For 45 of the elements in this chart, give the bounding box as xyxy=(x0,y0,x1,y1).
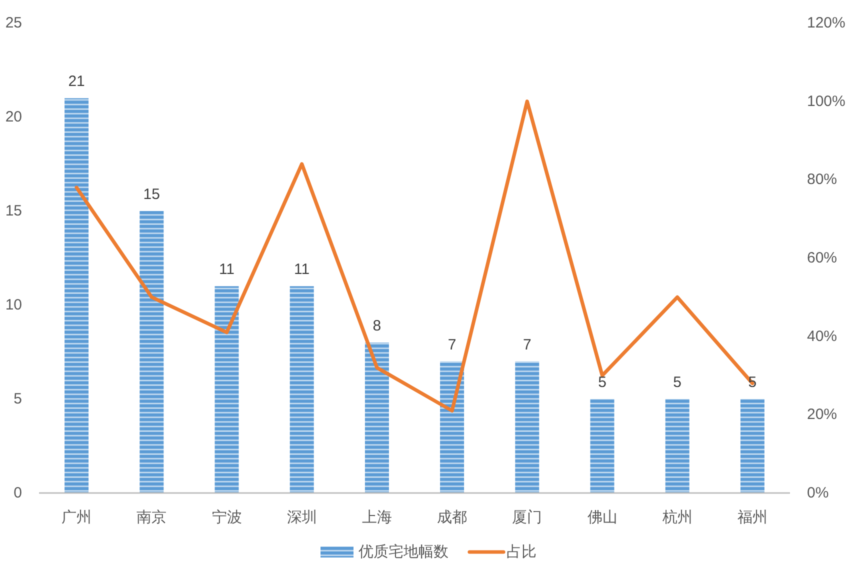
y-tick-label: 5 xyxy=(14,390,22,408)
bar xyxy=(440,361,464,493)
x-tick-label: 南京 xyxy=(136,509,167,526)
bar xyxy=(140,211,164,493)
bar xyxy=(364,342,389,493)
data-label: 11 xyxy=(294,261,310,278)
bar xyxy=(665,399,690,493)
bar xyxy=(64,98,89,493)
x-tick-label: 上海 xyxy=(362,509,392,526)
data-label: 5 xyxy=(673,374,682,391)
data-label: 7 xyxy=(522,336,532,354)
x-tick-label: 杭州 xyxy=(661,509,692,526)
x-tick-label: 深圳 xyxy=(286,509,317,526)
data-label: 15 xyxy=(143,186,160,203)
y-tick-label: 15 xyxy=(5,202,22,220)
data-label: 5 xyxy=(598,374,606,391)
legend-label: 占比 xyxy=(506,544,536,560)
data-label: 8 xyxy=(372,318,382,335)
line-series xyxy=(74,100,754,413)
bar xyxy=(515,361,540,493)
bar xyxy=(214,286,239,493)
data-label: 21 xyxy=(68,73,85,90)
x-tick-label: 广州 xyxy=(62,509,92,526)
y2-tick-label: 120% xyxy=(807,14,846,32)
x-tick-label: 成都 xyxy=(437,509,468,526)
data-label: 7 xyxy=(448,336,456,354)
data-label: 11 xyxy=(218,261,235,278)
x-tick-label: 佛山 xyxy=(587,509,618,526)
y2-tick-label: 60% xyxy=(807,250,838,266)
y-tick-label: 10 xyxy=(5,296,22,314)
y-tick-label: 0 xyxy=(14,484,22,502)
x-tick-label: 厦门 xyxy=(512,509,542,526)
bar xyxy=(740,399,764,493)
legend-label: 优质宅地幅数 xyxy=(358,544,448,560)
y2-tick-label: 100% xyxy=(807,92,846,110)
x-tick-label: 宁波 xyxy=(212,509,242,526)
y-tick-label: 20 xyxy=(5,108,22,126)
y2-tick-label: 20% xyxy=(807,406,838,424)
bar xyxy=(290,286,314,493)
bar xyxy=(590,399,614,493)
x-tick-label: 福州 xyxy=(737,509,768,526)
y-tick-label: 25 xyxy=(5,14,22,32)
y2-tick-label: 0% xyxy=(807,484,829,502)
y2-tick-label: 80% xyxy=(807,171,838,188)
y2-tick-label: 40% xyxy=(807,328,838,345)
